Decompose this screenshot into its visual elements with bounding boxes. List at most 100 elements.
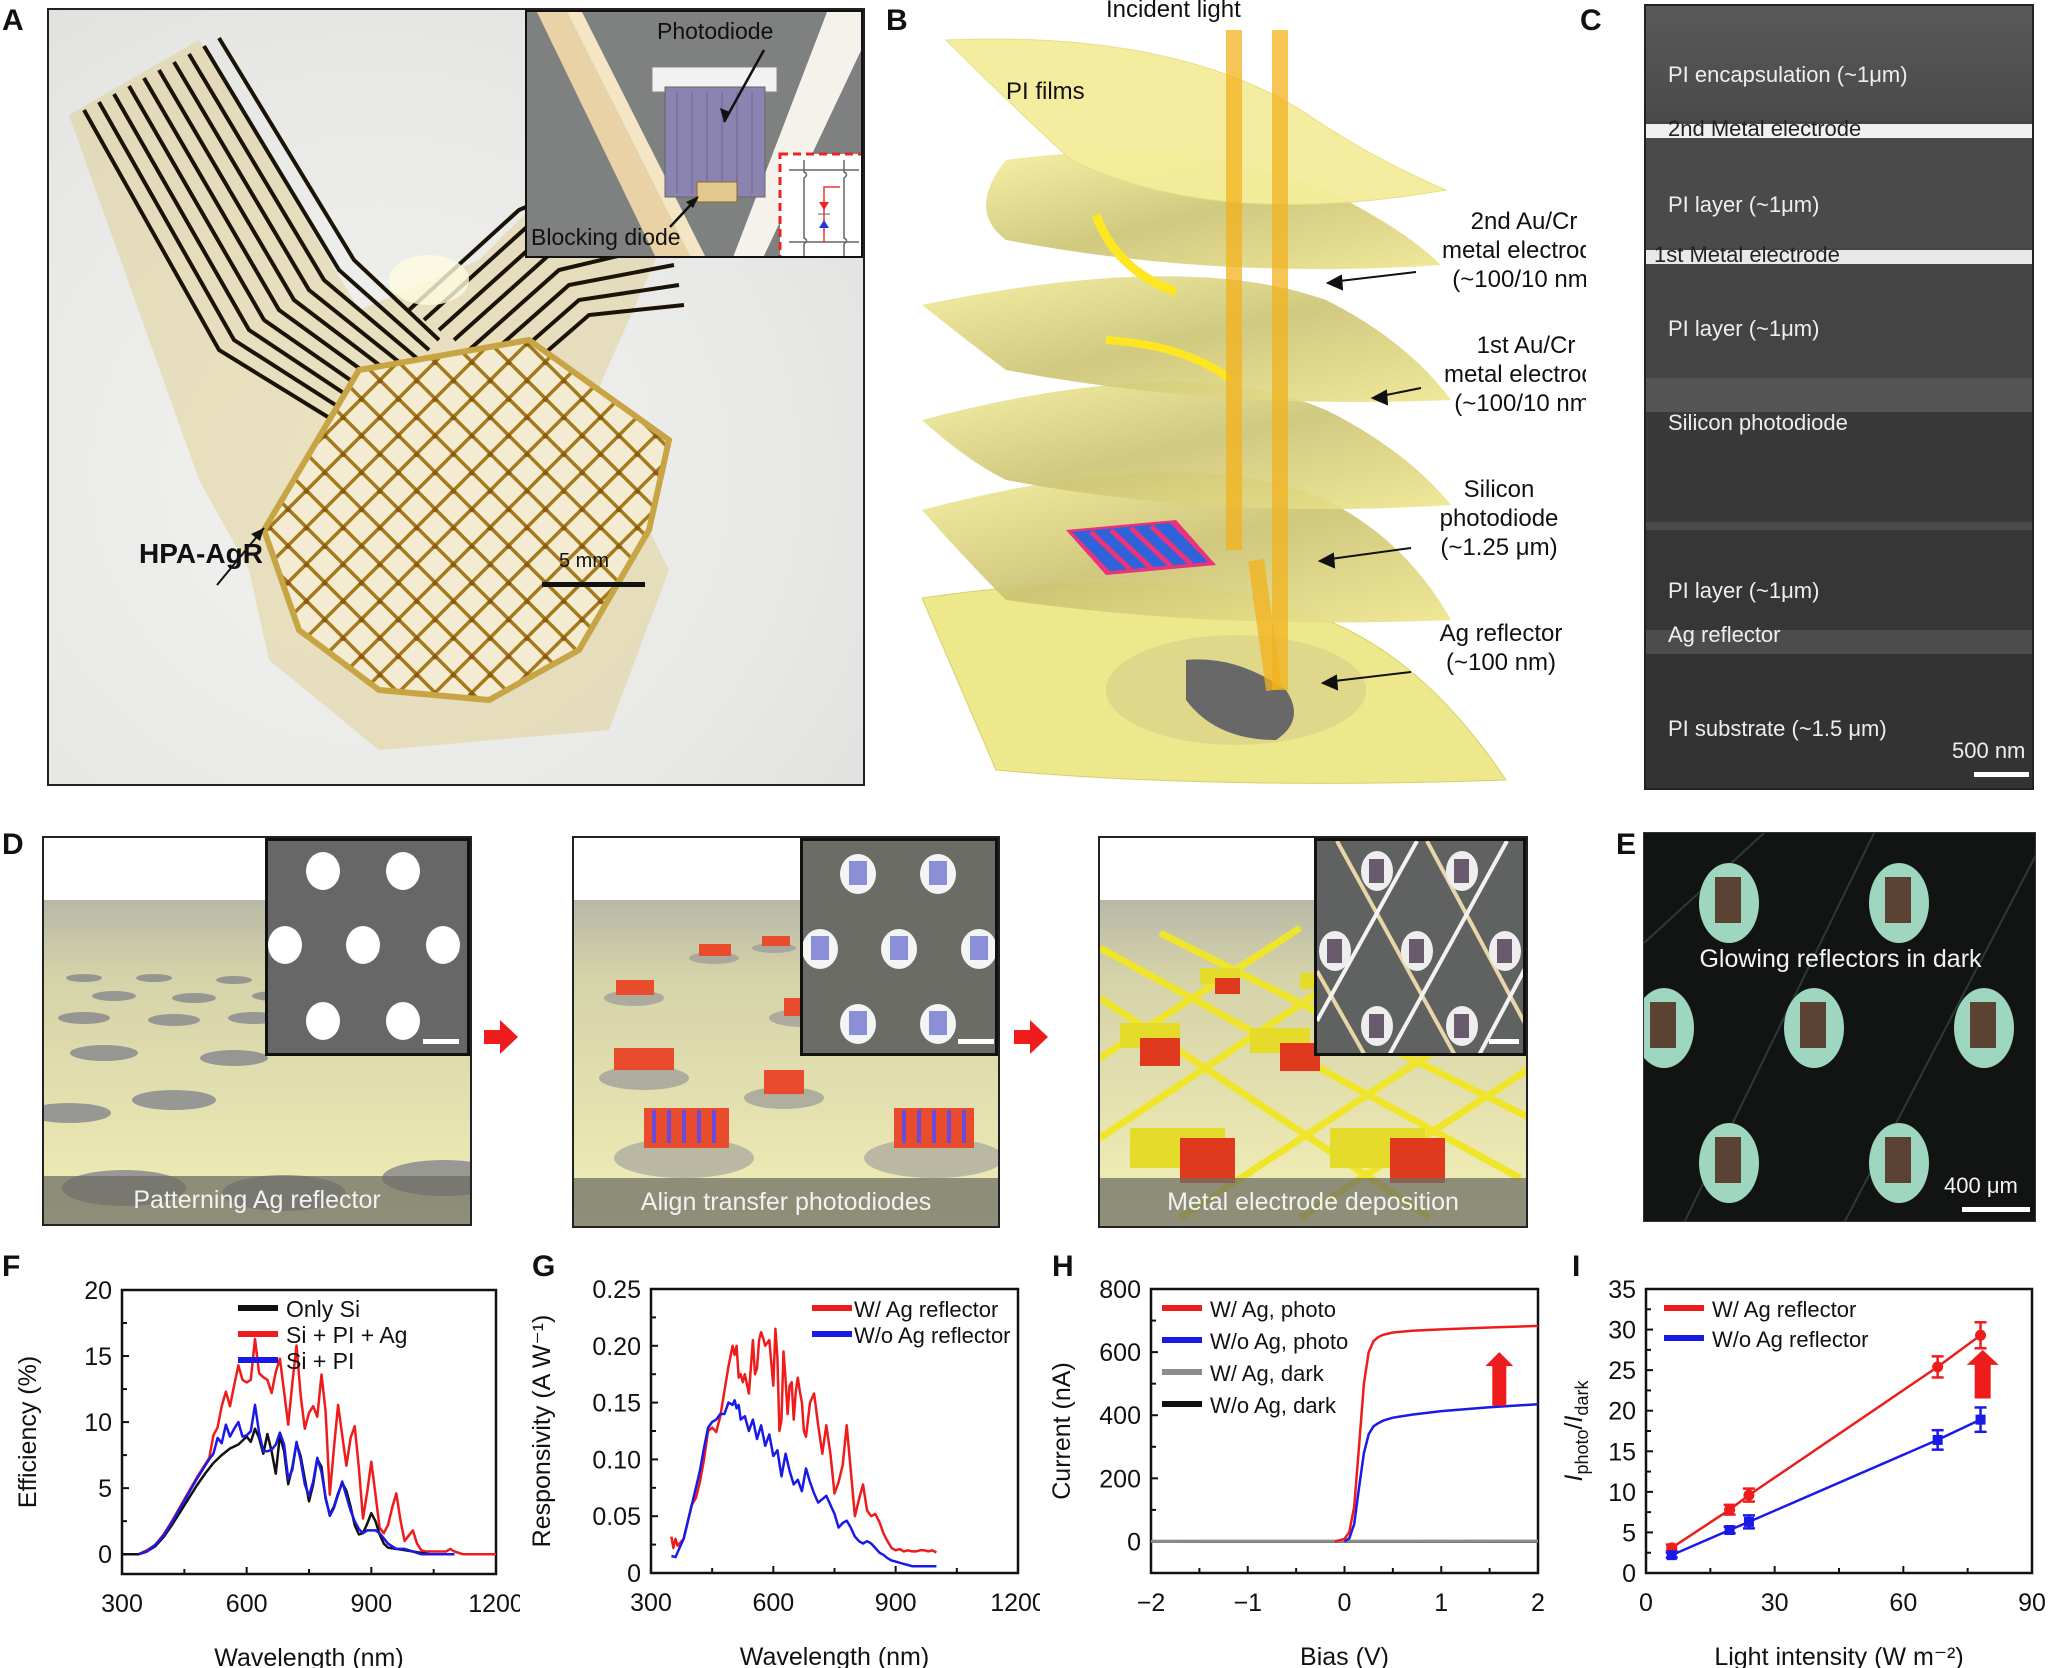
x-tick-label: 2 [1531, 1589, 1545, 1617]
increase-arrow-icon [1966, 1349, 1999, 1399]
series-line-w-ag-photo [1334, 1324, 1538, 1543]
legend-label: W/ Ag reflector [1712, 1297, 1856, 1322]
x-tick-label: 900 [875, 1589, 917, 1617]
x-axis-label: Light intensity (W m⁻²) [1714, 1643, 1963, 1668]
y-tick-label: 25 [1608, 1357, 1636, 1385]
x-tick-label: 1200 [468, 1590, 520, 1618]
y-tick-label: 20 [84, 1277, 112, 1305]
data-point [1975, 1414, 1986, 1425]
panel-letter-c: C [1580, 4, 1602, 37]
y-tick-label: 0.15 [592, 1390, 641, 1418]
x-tick-label: 300 [101, 1590, 143, 1618]
y-tick-label: 15 [84, 1343, 112, 1371]
scale-bar-e [1962, 1207, 2030, 1212]
panel-letter-i: I [1572, 1250, 1581, 1283]
x-tick-label: 30 [1761, 1589, 1789, 1617]
c-layer-label: 2nd Metal electrode [1668, 116, 1862, 141]
hpa-agr-label: HPA-AgR [139, 538, 263, 569]
scale-bar-e-label: 400 μm [1944, 1173, 2018, 1198]
c-layer-label: PI layer (~1μm) [1668, 316, 1820, 341]
2nd-metal-electrode-band [1646, 124, 2032, 138]
x-tick-label: 900 [350, 1590, 392, 1618]
panel-letter-h: H [1052, 1250, 1074, 1283]
increase-arrow-icon [1485, 1352, 1514, 1406]
y-tick-label: 800 [1099, 1276, 1141, 1304]
panel-d-step-3: Metal electrode deposition [1098, 836, 1528, 1228]
blocking-diode-label: Blocking diode [531, 224, 681, 250]
y-tick-label: 0.25 [592, 1276, 641, 1304]
y-tick-label: 30 [1608, 1317, 1636, 1345]
photodiode-label: Photodiode [657, 18, 774, 44]
x-axis-label: Wavelength (nm) [740, 1643, 929, 1668]
panel-c-sem-image: PI encapsulation (~1μm) 2nd Metal electr… [1644, 4, 2034, 790]
y-tick-label: 5 [1622, 1519, 1636, 1547]
x-tick-label: 0 [1639, 1589, 1653, 1617]
d-inset-micrograph-2 [800, 838, 998, 1056]
glowing-reflectors-illustration [1644, 833, 2035, 1221]
c-layer-label: 1st Metal electrode [1654, 242, 1840, 267]
y-tick-label: 0 [1127, 1528, 1141, 1556]
legend-label: Si + PI [286, 1348, 354, 1374]
scale-bar-a-label: 5 mm [559, 550, 609, 572]
y-tick-label: 600 [1099, 1339, 1141, 1367]
arrow-right-icon [484, 1020, 518, 1054]
d-inset-micrograph-3 [1314, 838, 1526, 1056]
series-line-w-o-ag-reflector [671, 1399, 937, 1568]
y-axis-label: Responsivity (A W⁻¹) [528, 1315, 556, 1548]
reflector-units [1644, 863, 2014, 1203]
panel-letter-f: F [2, 1250, 21, 1283]
pi-films-label: PI films [1006, 78, 1085, 105]
legend-label: W/ Ag reflector [854, 1297, 998, 1322]
d-step-3-caption: Metal electrode deposition [1100, 1178, 1526, 1226]
legend-label: W/o Ag reflector [854, 1323, 1011, 1348]
panel-a-inset: Photodiode Blocking diode [525, 10, 863, 258]
y-tick-label: 0 [98, 1541, 112, 1569]
y-axis-label: Efficiency (%) [14, 1356, 42, 1508]
series-line-w-o-ag-photo [1343, 1402, 1538, 1543]
silicon-photodiode-icon [1066, 520, 1216, 575]
incident-light-label: Incident light [1106, 0, 1241, 23]
y-tick-label: 0 [1622, 1560, 1636, 1588]
layer-stack-illustration [921, 30, 1507, 784]
series-line-si-pi [138, 1403, 455, 1556]
scale-bar-c-label: 500 nm [1952, 738, 2026, 763]
data-point [1743, 1489, 1755, 1501]
y-tick-label: 10 [1608, 1479, 1636, 1507]
panel-letter-g: G [532, 1250, 556, 1283]
legend-label: Only Si [286, 1296, 360, 1322]
label-silicon-photodiode: Silicon photodiode (~1.25 μm) [1439, 476, 1559, 561]
series-line-si-pi-ag [122, 1337, 496, 1556]
panel-d-step-2: Align transfer photodiodes [572, 836, 1000, 1228]
legend-label: W/o Ag, photo [1210, 1329, 1348, 1354]
x-tick-label: −2 [1137, 1589, 1166, 1617]
y-tick-label: 5 [98, 1475, 112, 1503]
y-tick-label: 10 [84, 1409, 112, 1437]
pi-film-0 [944, 38, 1448, 206]
chart-f-efficiency: 300 600 900 1200 0 5 10 15 20 Wavelength (nm) Effi… [14, 1277, 520, 1668]
y-tick-label: 0.05 [592, 1503, 641, 1531]
data-point [1666, 1550, 1677, 1561]
pi-film-3 [922, 382, 1451, 510]
panel-letter-b: B [886, 4, 908, 37]
x-tick-label: 0 [1338, 1589, 1352, 1617]
y-tick-label: 35 [1608, 1276, 1636, 1304]
photodiode-array-illustration [599, 936, 998, 1178]
data-point [1975, 1329, 1987, 1341]
pi-film-1 [986, 152, 1441, 270]
scale-bar-c [1974, 772, 2029, 777]
incident-light-beam-1 [1226, 30, 1242, 550]
x-tick-label: 1 [1434, 1589, 1448, 1617]
data-point [1932, 1434, 1943, 1445]
x-tick-label: 600 [226, 1590, 268, 1618]
y-tick-label: 0.20 [592, 1333, 641, 1361]
x-tick-label: 60 [1889, 1589, 1917, 1617]
series-line-w-ag-reflector [670, 1327, 938, 1554]
legend-label: W/ Ag, photo [1210, 1297, 1336, 1322]
label-ag-reflector: Ag reflector (~100 nm) [1439, 620, 1563, 676]
c-layer-label: PI encapsulation (~1μm) [1668, 62, 1908, 87]
y-tick-label: 15 [1608, 1438, 1636, 1466]
c-layer-label: Ag reflector [1668, 622, 1781, 647]
incident-light-beam-2 [1272, 30, 1288, 690]
